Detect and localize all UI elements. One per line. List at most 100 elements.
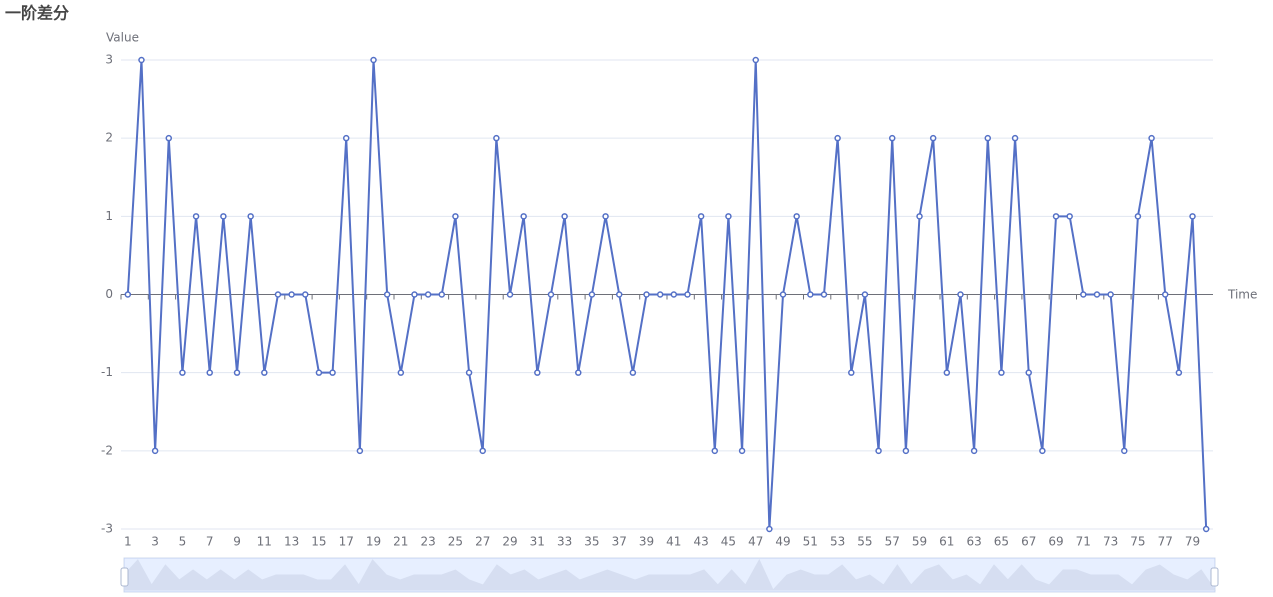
x-tick-label: 67: [1021, 535, 1036, 549]
data-point: [370, 56, 377, 64]
x-tick-label: 43: [693, 535, 708, 549]
data-point: [247, 213, 254, 220]
data-point: [179, 369, 186, 376]
x-tick-label: 35: [584, 535, 599, 549]
data-point: [875, 447, 882, 455]
data-point: [766, 525, 773, 533]
data-point: [438, 291, 446, 298]
x-tick-label: 39: [639, 535, 654, 549]
data-point: [138, 56, 145, 64]
x-tick-label: 19: [366, 535, 381, 549]
x-tick-label: 73: [1103, 535, 1118, 549]
data-point: [1148, 134, 1155, 142]
data-point: [452, 213, 459, 220]
x-tick-label: 15: [311, 535, 326, 549]
x-tick-label: 55: [857, 535, 872, 549]
data-point: [329, 369, 336, 376]
x-tick-label: 25: [448, 535, 463, 549]
x-tick-label: 27: [475, 535, 490, 549]
x-tick-label: 5: [179, 535, 187, 549]
y-tick-label: 1: [105, 209, 113, 223]
x-tick-label: 61: [939, 535, 954, 549]
chart-title: 一阶差分: [5, 4, 69, 23]
data-point: [151, 447, 159, 455]
data-point: [684, 291, 691, 298]
data-point: [902, 447, 910, 455]
x-tick-label: 17: [339, 535, 354, 549]
data-point: [916, 213, 923, 220]
data-point: [697, 213, 705, 220]
data-point: [165, 134, 173, 142]
x-tick-label: 59: [912, 535, 927, 549]
y-tick-label: 3: [105, 53, 113, 67]
data-point: [1161, 291, 1169, 298]
data-point: [929, 134, 937, 142]
data-point: [670, 291, 678, 298]
data-point: [315, 369, 323, 376]
x-tick-label: 13: [284, 535, 299, 549]
x-tick-label: 49: [775, 535, 790, 549]
data-point: [1202, 525, 1210, 533]
data-point: [1107, 291, 1114, 298]
zoom-handle[interactable]: [1210, 567, 1219, 587]
data-point: [424, 291, 432, 298]
x-tick-label: 37: [612, 535, 627, 549]
data-point: [725, 213, 732, 220]
x-tick-label: 77: [1158, 535, 1173, 549]
data-point: [588, 291, 596, 298]
data-point: [192, 213, 200, 220]
x-tick-label: 9: [233, 535, 241, 549]
x-tick-label: 47: [748, 535, 763, 549]
x-tick-label: 31: [530, 535, 545, 549]
data-point: [356, 447, 364, 455]
data-point: [998, 369, 1005, 376]
data-point: [411, 291, 418, 298]
x-tick-label: 7: [206, 535, 214, 549]
data-point: [861, 291, 869, 298]
x-tick-label: 23: [420, 535, 435, 549]
data-point: [383, 291, 391, 298]
data-point: [561, 213, 568, 220]
data-point: [1121, 447, 1128, 455]
data-point: [1093, 291, 1101, 298]
data-point: [302, 291, 309, 298]
y-tick-label: -1: [101, 365, 113, 379]
data-point: [465, 369, 473, 376]
data-point: [957, 291, 964, 298]
data-point: [493, 134, 500, 142]
data-point: [711, 447, 719, 455]
data-point: [984, 134, 992, 142]
x-tick-label: 11: [257, 535, 272, 549]
y-tick-label: -2: [101, 443, 113, 457]
data-point: [1080, 291, 1087, 298]
x-tick-label: 53: [830, 535, 845, 549]
data-point: [888, 134, 896, 142]
data-point: [506, 291, 514, 298]
data-point: [1175, 369, 1183, 376]
x-tick-label: 63: [966, 535, 981, 549]
data-point: [807, 291, 814, 298]
data-point: [520, 213, 527, 220]
data-point: [547, 291, 555, 298]
x-axis-label: Time: [1227, 288, 1257, 302]
data-point: [779, 291, 787, 298]
x-tick-label: 71: [1076, 535, 1091, 549]
y-tick-label: -3: [101, 522, 113, 536]
data-point: [233, 369, 241, 376]
zoom-preview-area: [123, 558, 1216, 591]
data-point: [261, 369, 268, 376]
x-tick-label: 21: [393, 535, 408, 549]
x-tick-label: 57: [885, 535, 900, 549]
zoom-handle[interactable]: [120, 567, 129, 587]
data-point: [602, 213, 609, 220]
y-tick-label: 0: [105, 287, 113, 301]
data-point: [534, 369, 541, 376]
data-point: [1189, 213, 1196, 220]
data-point: [1039, 447, 1046, 455]
data-point: [1066, 213, 1073, 220]
data-point: [834, 134, 841, 142]
data-point: [615, 291, 623, 298]
data-point: [943, 369, 951, 376]
